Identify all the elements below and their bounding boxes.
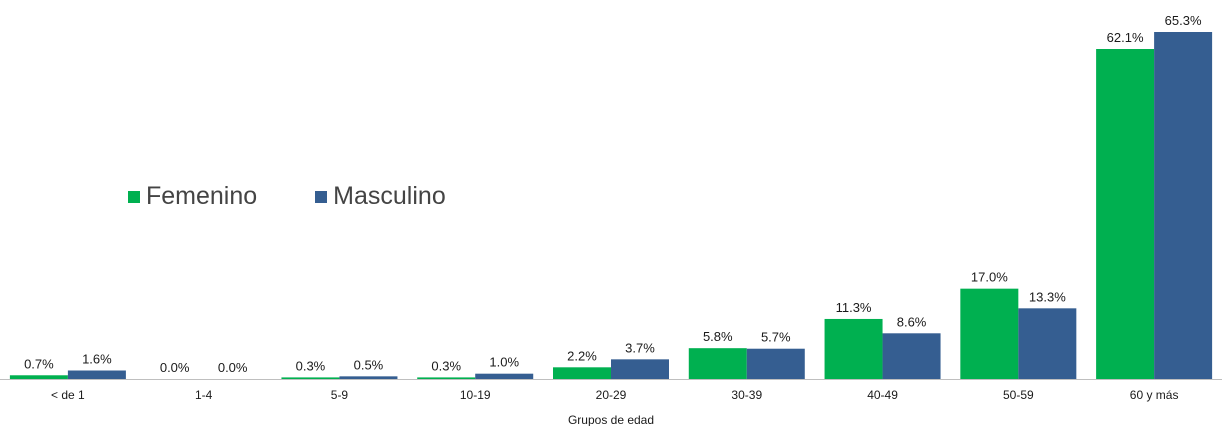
data-label-masculino-2: 0.5% xyxy=(354,357,384,372)
data-label-femenino-2: 0.3% xyxy=(296,358,326,373)
data-label-femenino-7: 17.0% xyxy=(971,270,1008,285)
bar-masculino-0 xyxy=(68,370,126,379)
data-label-femenino-6: 11.3% xyxy=(836,300,872,315)
bar-femenino-6 xyxy=(825,319,883,379)
x-tick-label-2: 5-9 xyxy=(331,388,349,402)
legend: Femenino Masculino xyxy=(128,182,504,211)
data-label-masculino-7: 13.3% xyxy=(1029,289,1066,304)
legend-swatch-masculino xyxy=(315,191,327,203)
x-axis-title: Grupos de edad xyxy=(568,413,654,426)
legend-item-masculino: Masculino xyxy=(315,182,446,211)
bar-masculino-4 xyxy=(611,359,669,379)
legend-swatch-femenino xyxy=(128,191,140,203)
data-label-femenino-0: 0.7% xyxy=(24,356,54,371)
data-label-masculino-6: 8.6% xyxy=(897,314,927,329)
x-tick-label-6: 40-49 xyxy=(867,388,898,402)
legend-label-masculino: Masculino xyxy=(333,182,446,211)
bar-masculino-5 xyxy=(747,349,805,379)
data-label-femenino-1: 0.0% xyxy=(160,360,190,375)
bar-femenino-5 xyxy=(689,348,747,379)
data-label-masculino-4: 3.7% xyxy=(625,340,655,355)
legend-label-femenino: Femenino xyxy=(146,182,257,211)
bar-femenino-0 xyxy=(10,375,68,379)
data-label-masculino-1: 0.0% xyxy=(218,360,248,375)
data-label-femenino-4: 2.2% xyxy=(567,348,597,363)
bar-femenino-3 xyxy=(417,377,475,379)
x-tick-label-1: 1-4 xyxy=(195,388,213,402)
data-label-femenino-3: 0.3% xyxy=(431,358,461,373)
bar-masculino-2 xyxy=(339,376,397,379)
bar-femenino-8 xyxy=(1096,49,1154,379)
x-tick-label-7: 50-59 xyxy=(1003,388,1034,402)
bar-femenino-7 xyxy=(960,289,1018,379)
data-label-masculino-5: 5.7% xyxy=(761,330,791,345)
bar-masculino-8 xyxy=(1154,32,1212,379)
data-label-masculino-8: 65.3% xyxy=(1165,13,1202,28)
bar-femenino-2 xyxy=(281,377,339,379)
bar-masculino-7 xyxy=(1018,308,1076,379)
bar-femenino-4 xyxy=(553,367,611,379)
bar-masculino-6 xyxy=(883,333,941,379)
data-label-masculino-3: 1.0% xyxy=(489,355,519,370)
x-tick-label-3: 10-19 xyxy=(460,388,491,402)
data-label-masculino-0: 1.6% xyxy=(82,351,112,366)
bar-masculino-3 xyxy=(475,374,533,379)
data-label-femenino-8: 62.1% xyxy=(1107,30,1144,45)
x-tick-label-5: 30-39 xyxy=(731,388,762,402)
x-tick-label-8: 60 y más xyxy=(1130,388,1179,402)
data-label-femenino-5: 5.8% xyxy=(703,329,733,344)
x-tick-label-0: < de 1 xyxy=(51,388,85,402)
x-tick-label-4: 20-29 xyxy=(596,388,627,402)
legend-item-femenino: Femenino xyxy=(128,182,257,211)
